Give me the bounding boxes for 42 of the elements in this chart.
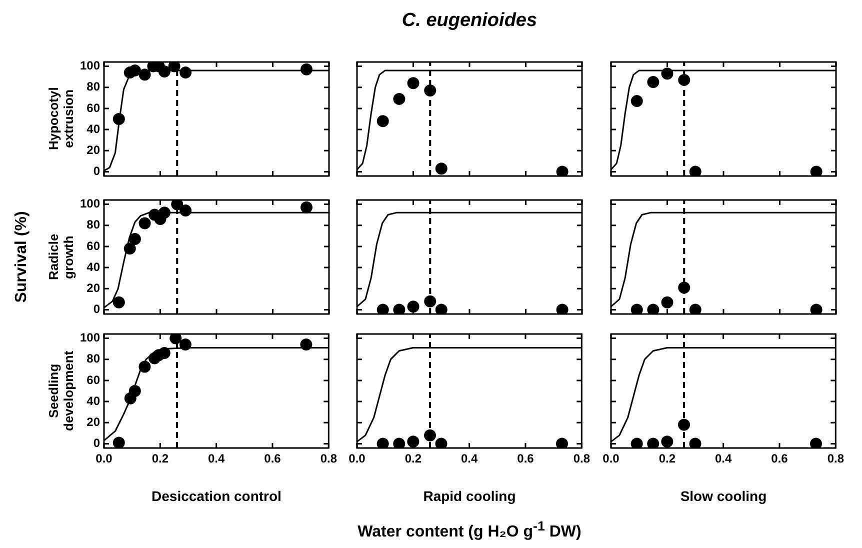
x-tick-label: 0.0 — [602, 452, 620, 466]
y-tick-label: 20 — [86, 280, 100, 295]
y-tick-label: 20 — [86, 414, 100, 429]
y-axis-title: Seedling development — [46, 350, 77, 434]
y-tick-label: 20 — [86, 142, 100, 157]
x-tick-label: 0.0 — [96, 452, 113, 466]
y-tick-label: 60 — [86, 100, 100, 115]
y-tick-label: 0 — [93, 164, 100, 178]
y-tick-label: 100 — [80, 330, 100, 345]
y-tick-label: 0 — [93, 436, 100, 450]
y-tick-label: 100 — [80, 196, 100, 211]
text: Water content (g H₂O g$^{-1}$ DW) — [358, 518, 582, 542]
x-tick-label: 0.2 — [404, 452, 422, 466]
y-tick-label: 40 — [86, 122, 100, 136]
y-tick-label: 80 — [86, 80, 100, 94]
y-tick-label: 0 — [93, 302, 100, 316]
y-tick-label: 60 — [86, 238, 100, 253]
x-tick-label: 0.4 — [208, 452, 225, 466]
y-tick-label: 60 — [86, 372, 100, 387]
y-tick-label: 100 — [80, 58, 100, 73]
text: Survival (%) — [13, 211, 31, 303]
x-tick-label: 0.8 — [320, 452, 338, 466]
y-axis-title: Hypocotyl extrusion — [46, 86, 77, 152]
y-tick-label: 80 — [86, 218, 100, 232]
x-tick-label: 0.6 — [771, 452, 788, 466]
x-tick-label: 0.2 — [152, 452, 169, 466]
x-tick-label: 0.0 — [348, 452, 366, 466]
x-tick-label: 0.6 — [264, 452, 282, 466]
y-tick-label: 40 — [86, 260, 100, 274]
x-tick-label: 0.2 — [658, 452, 676, 466]
y-axis-title: Radicle growth — [46, 232, 77, 282]
x-axis-title: Slow cooling — [679, 488, 768, 504]
x-tick-label: 0.4 — [714, 452, 732, 466]
y-tick-label: 80 — [86, 352, 100, 366]
x-tick-label: 0.4 — [460, 452, 478, 466]
x-axis-title: Desiccation control — [150, 488, 282, 504]
x-tick-label: 0.8 — [827, 452, 844, 466]
y-tick-label: 40 — [86, 394, 100, 408]
x-axis-title: Rapid cooling — [422, 488, 517, 504]
x-tick-label: 0.6 — [517, 452, 534, 466]
x-tick-label: 0.8 — [573, 452, 590, 466]
chart-title: C. eugenioides — [400, 10, 538, 32]
